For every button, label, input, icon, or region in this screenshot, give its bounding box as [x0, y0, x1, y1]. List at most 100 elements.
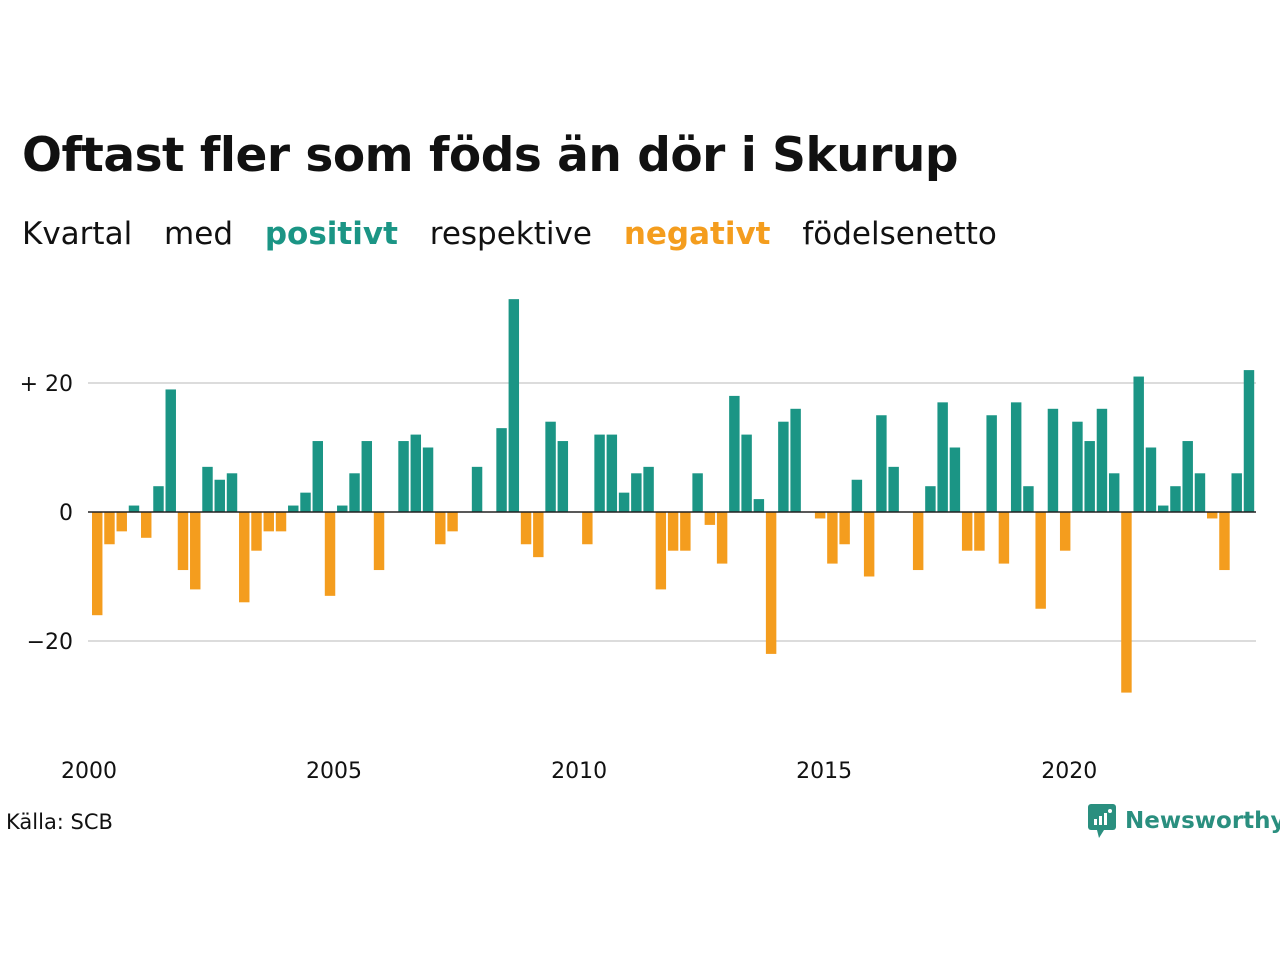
- bar-positive: [1231, 473, 1242, 512]
- bar-negative: [324, 512, 336, 596]
- bar-positive: [1084, 441, 1095, 512]
- newsworthy-logo-text: Newsworthy: [1125, 808, 1280, 834]
- page-title: Oftast fler som föds än dör i Skurup: [22, 128, 959, 183]
- bar-chart: + 20 0 −20 2000 2005 2010 2015 2020: [20, 299, 1256, 784]
- bar-negative: [239, 512, 250, 603]
- bar-negative: [655, 512, 667, 590]
- bar-positive: [876, 415, 887, 512]
- bar-negative: [716, 512, 728, 564]
- bar-positive: [471, 466, 483, 512]
- subtitle-word-respektive: respektive: [429, 216, 592, 252]
- bar-positive: [128, 505, 140, 512]
- bar-positive: [545, 421, 556, 512]
- bar-negative: [275, 512, 287, 532]
- bar-positive: [1047, 408, 1059, 512]
- bar-positive: [165, 389, 176, 512]
- bar-positive: [790, 408, 801, 512]
- bar-negative: [680, 512, 691, 551]
- bar-negative: [961, 512, 973, 551]
- bar-positive: [949, 447, 961, 512]
- bar-positive: [422, 447, 434, 512]
- bar-negative: [533, 512, 544, 558]
- bar-positive: [226, 473, 238, 512]
- bar-negative: [116, 512, 127, 532]
- bar-negative: [912, 512, 924, 571]
- subtitle-negative-label: negativt: [623, 216, 771, 252]
- bar-negative: [373, 512, 385, 571]
- subtitle-word-med: med: [164, 216, 233, 252]
- bar-positive: [1096, 408, 1108, 512]
- bar-negative: [1059, 512, 1071, 551]
- bar-positive: [337, 505, 348, 512]
- bar-negative: [447, 512, 458, 532]
- bar-positive: [288, 505, 299, 512]
- bar-positive: [410, 434, 422, 512]
- bar-negative: [141, 512, 152, 538]
- bar-positive: [888, 466, 899, 512]
- bar-positive: [937, 402, 948, 512]
- bar-negative: [839, 512, 850, 545]
- newsworthy-chart-bubble-icon: [1088, 804, 1116, 838]
- bar-positive: [312, 441, 323, 512]
- bar-positive: [778, 421, 789, 512]
- bar-negative: [104, 512, 115, 545]
- bar-negative: [704, 512, 716, 525]
- source-note: Källa: SCB: [6, 810, 113, 834]
- bar-positive: [508, 299, 520, 512]
- bar-positive: [1108, 473, 1120, 512]
- bar-positive: [925, 486, 936, 512]
- bar-positive: [1182, 441, 1193, 512]
- bar-positive: [398, 441, 409, 512]
- bar-positive: [729, 395, 740, 512]
- newsworthy-logo: Newsworthy: [1087, 803, 1280, 839]
- bar-negative: [998, 512, 1010, 564]
- bar-positive: [1243, 370, 1255, 512]
- bar-negative: [435, 512, 446, 545]
- bar-positive: [1194, 473, 1206, 512]
- bar-positive: [643, 466, 654, 512]
- bar-positive: [741, 434, 752, 512]
- bar-positive: [557, 441, 569, 512]
- bar-negative: [765, 512, 777, 654]
- subtitle-positive-label: positivt: [264, 216, 398, 252]
- bar-positive: [631, 473, 642, 512]
- bar-positive: [214, 479, 225, 512]
- bar-negative: [974, 512, 985, 551]
- bar-positive: [1023, 486, 1034, 512]
- bar-negative: [1035, 512, 1046, 609]
- bar-positive: [300, 492, 311, 512]
- bar-negative: [814, 512, 826, 519]
- bar-negative: [177, 512, 189, 571]
- bar-positive: [202, 466, 213, 512]
- bar-positive: [361, 441, 373, 512]
- x-tick-label: 2000: [61, 759, 117, 784]
- bar-negative: [1219, 512, 1230, 571]
- bar-negative: [251, 512, 262, 551]
- bar-positive: [1170, 486, 1181, 512]
- bar-positive: [1072, 421, 1083, 512]
- subtitle-word-fodelsenetto: födelsenetto: [802, 216, 997, 252]
- bar-negative: [92, 512, 103, 616]
- bar-positive: [618, 492, 630, 512]
- bar-positive: [1157, 505, 1169, 512]
- bar-positive: [692, 473, 703, 512]
- bar-negative: [190, 512, 201, 590]
- x-tick-label: 2020: [1041, 759, 1097, 784]
- bar-positive: [496, 428, 507, 512]
- bar-negative: [520, 512, 532, 545]
- bar-positive: [594, 434, 605, 512]
- bar-positive: [606, 434, 618, 512]
- bar-negative: [263, 512, 274, 532]
- bar-negative: [582, 512, 593, 545]
- y-tick-label: −20: [27, 630, 73, 655]
- bar-positive: [986, 415, 997, 512]
- bar-positive: [1145, 447, 1157, 512]
- bar-negative: [863, 512, 875, 577]
- x-tick-label: 2015: [796, 759, 852, 784]
- bar-positive: [851, 479, 863, 512]
- bar-positive: [153, 486, 164, 512]
- bar-negative: [827, 512, 838, 564]
- x-tick-label: 2010: [551, 759, 607, 784]
- y-tick-label: + 20: [20, 372, 73, 397]
- bar-positive: [1133, 376, 1144, 512]
